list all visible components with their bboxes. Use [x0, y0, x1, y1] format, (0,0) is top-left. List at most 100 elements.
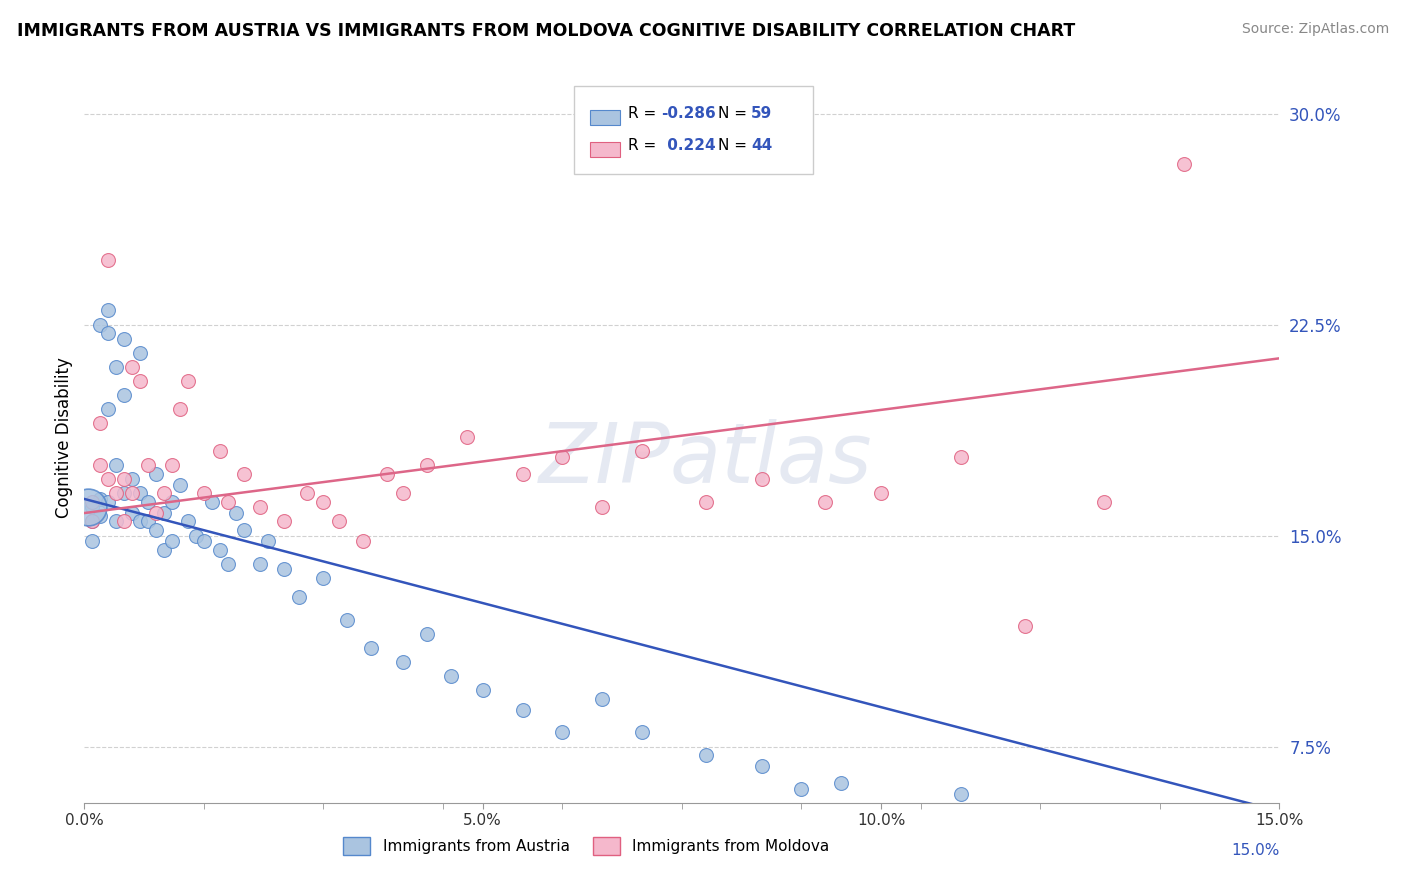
- Text: ZIPatlas: ZIPatlas: [538, 418, 873, 500]
- Point: [392, 655, 415, 669]
- Point: [169, 401, 191, 416]
- Point: [1014, 618, 1036, 632]
- FancyBboxPatch shape: [591, 110, 620, 125]
- Point: [208, 542, 231, 557]
- Point: [112, 472, 135, 486]
- Point: [105, 486, 128, 500]
- Point: [201, 495, 224, 509]
- Point: [297, 486, 319, 500]
- Point: [121, 506, 143, 520]
- Point: [121, 472, 143, 486]
- Point: [591, 500, 613, 515]
- Text: R =: R =: [628, 138, 661, 153]
- Point: [256, 534, 278, 549]
- Text: IMMIGRANTS FROM AUSTRIA VS IMMIGRANTS FROM MOLDOVA COGNITIVE DISABILITY CORRELAT: IMMIGRANTS FROM AUSTRIA VS IMMIGRANTS FR…: [17, 22, 1076, 40]
- Point: [160, 458, 183, 473]
- Point: [97, 495, 120, 509]
- Text: -0.286: -0.286: [662, 106, 716, 121]
- Legend: Immigrants from Austria, Immigrants from Moldova: Immigrants from Austria, Immigrants from…: [337, 831, 835, 861]
- Point: [105, 359, 128, 374]
- Text: 44: 44: [751, 138, 772, 153]
- Point: [184, 528, 207, 542]
- Point: [551, 450, 574, 464]
- Point: [471, 683, 494, 698]
- Point: [160, 495, 183, 509]
- Point: [145, 506, 167, 520]
- Point: [136, 495, 159, 509]
- Point: [830, 776, 852, 790]
- Point: [249, 500, 271, 515]
- Point: [97, 252, 120, 267]
- Point: [177, 374, 200, 388]
- Point: [89, 416, 111, 430]
- Point: [392, 486, 415, 500]
- Point: [695, 747, 717, 762]
- Point: [129, 345, 152, 359]
- Point: [631, 444, 654, 458]
- Point: [153, 506, 176, 520]
- Point: [121, 359, 143, 374]
- Point: [440, 669, 463, 683]
- Y-axis label: Cognitive Disability: Cognitive Disability: [55, 357, 73, 517]
- Point: [112, 332, 135, 346]
- Point: [97, 401, 120, 416]
- Point: [790, 781, 813, 796]
- Point: [82, 500, 104, 515]
- Point: [121, 486, 143, 500]
- Point: [193, 486, 215, 500]
- Text: 0.224: 0.224: [662, 138, 716, 153]
- Point: [136, 458, 159, 473]
- Point: [512, 703, 534, 717]
- Point: [89, 508, 111, 523]
- Point: [105, 515, 128, 529]
- Point: [352, 534, 374, 549]
- Point: [375, 467, 398, 481]
- Point: [232, 523, 254, 537]
- Point: [97, 472, 120, 486]
- Text: R =: R =: [628, 106, 661, 121]
- Point: [949, 450, 972, 464]
- Point: [273, 562, 295, 576]
- Point: [217, 557, 239, 571]
- Point: [129, 374, 152, 388]
- Point: [112, 486, 135, 500]
- Point: [89, 458, 111, 473]
- Point: [105, 458, 128, 473]
- Point: [416, 627, 439, 641]
- FancyBboxPatch shape: [575, 86, 814, 174]
- Point: [751, 759, 773, 773]
- Point: [949, 788, 972, 802]
- Point: [193, 534, 215, 549]
- Point: [129, 486, 152, 500]
- Point: [695, 495, 717, 509]
- Point: [249, 557, 271, 571]
- Text: 15.0%: 15.0%: [1232, 843, 1279, 858]
- Point: [77, 500, 100, 515]
- Point: [336, 613, 359, 627]
- Point: [1092, 495, 1115, 509]
- Point: [288, 591, 311, 605]
- Text: N =: N =: [718, 106, 752, 121]
- Point: [208, 444, 231, 458]
- Point: [97, 326, 120, 340]
- Point: [112, 515, 135, 529]
- Point: [89, 318, 111, 332]
- Point: [328, 515, 350, 529]
- Point: [751, 472, 773, 486]
- FancyBboxPatch shape: [591, 143, 620, 157]
- Point: [112, 388, 135, 402]
- Point: [360, 641, 382, 656]
- Point: [177, 515, 200, 529]
- Point: [82, 534, 104, 549]
- Point: [456, 430, 478, 444]
- Point: [232, 467, 254, 481]
- Point: [160, 534, 183, 549]
- Point: [312, 571, 335, 585]
- Point: [225, 506, 247, 520]
- Point: [82, 515, 104, 529]
- Point: [631, 725, 654, 739]
- Point: [153, 486, 176, 500]
- Point: [169, 478, 191, 492]
- Point: [153, 542, 176, 557]
- Text: Source: ZipAtlas.com: Source: ZipAtlas.com: [1241, 22, 1389, 37]
